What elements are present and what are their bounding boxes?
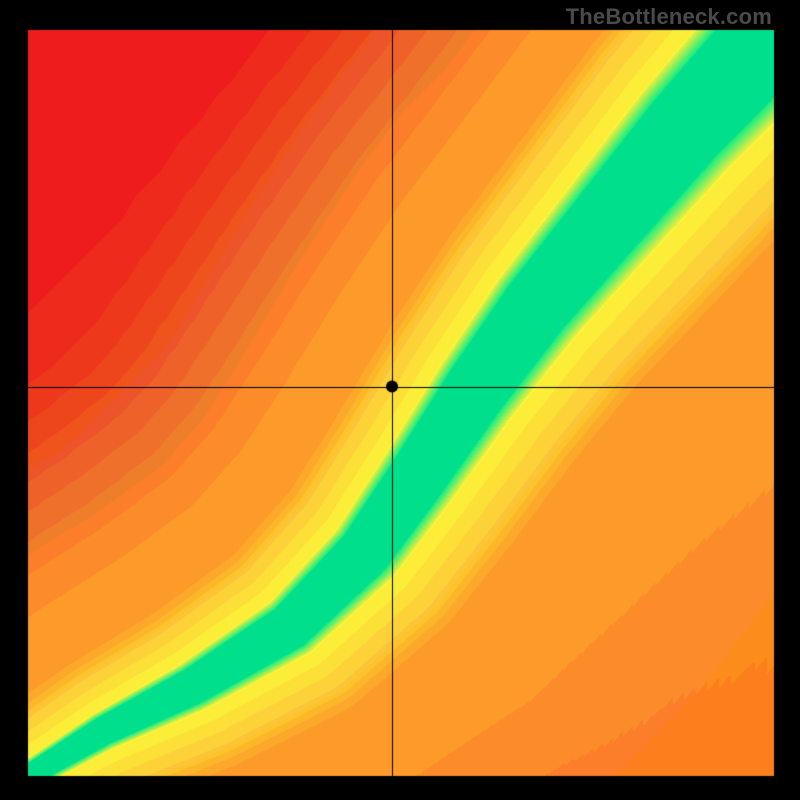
watermark-text: TheBottleneck.com xyxy=(566,4,772,30)
heatmap-canvas xyxy=(0,0,800,800)
chart-container: TheBottleneck.com xyxy=(0,0,800,800)
